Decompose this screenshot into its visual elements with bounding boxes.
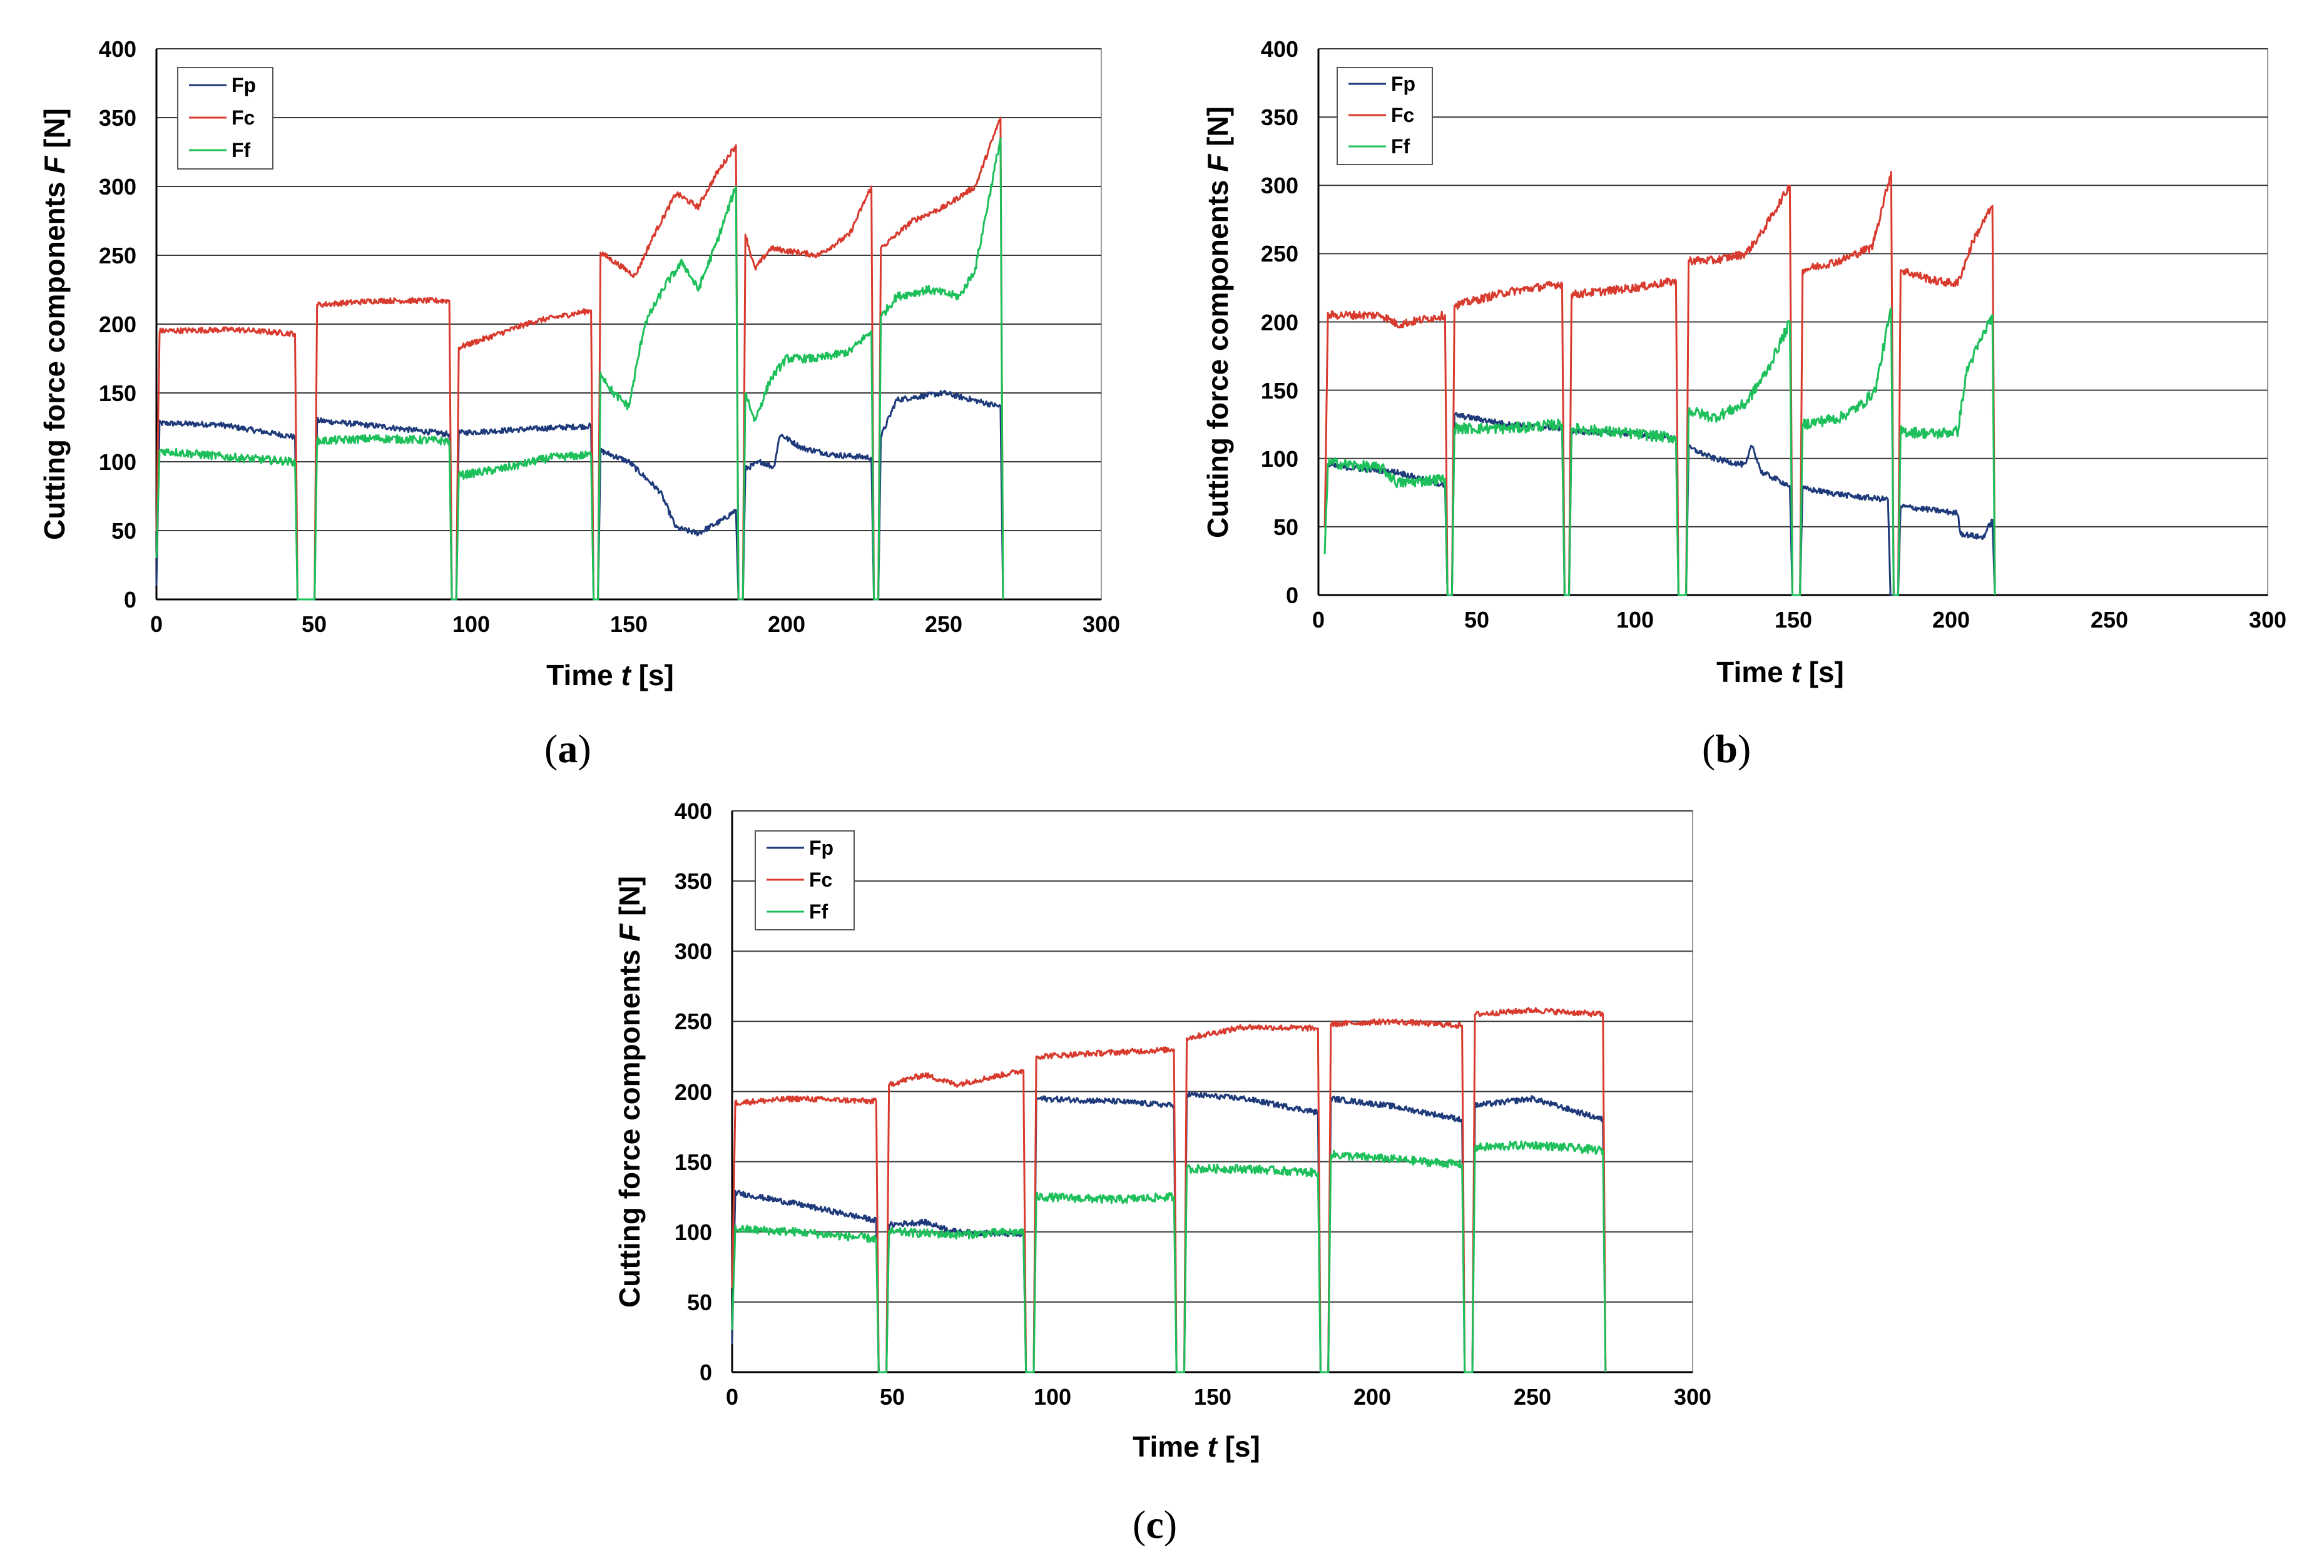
y-tick-labels: 0 50 100 150 200 250 300 350 400 xyxy=(1261,36,1298,608)
series-group xyxy=(155,116,1004,601)
x-tick-label: 200 xyxy=(1932,607,1970,633)
y-tick-label: 250 xyxy=(675,1009,712,1034)
series-line-ff xyxy=(731,1140,1607,1373)
legend-label-fp: Fp xyxy=(1391,73,1415,95)
y-tick-label: 200 xyxy=(1261,310,1298,335)
series-line-fp xyxy=(155,390,1004,601)
x-tick-label: 100 xyxy=(1034,1384,1071,1410)
x-tick-label: 200 xyxy=(768,611,805,637)
x-tick-label: 300 xyxy=(1083,611,1120,637)
x-tick-label: 50 xyxy=(302,611,327,637)
y-tick-label: 300 xyxy=(1261,173,1298,198)
y-tick-label: 50 xyxy=(1273,514,1298,540)
x-tick-label: 0 xyxy=(1312,607,1325,633)
legend: Fp Fc Ff xyxy=(1337,67,1433,165)
y-tick-label: 200 xyxy=(99,312,136,337)
series-line-fc xyxy=(1323,170,1996,596)
series-line-ff xyxy=(155,137,1004,601)
y-tick-labels: 0 50 100 150 200 250 300 350 400 xyxy=(99,36,136,613)
y-tick-label: 400 xyxy=(1261,36,1298,62)
y-tick-label: 0 xyxy=(1286,583,1298,608)
x-tick-label: 300 xyxy=(1674,1384,1711,1410)
x-tick-labels: 0 50 100 150 200 250 300 xyxy=(726,1384,1711,1410)
series-line-fc xyxy=(155,116,1004,601)
y-tick-labels: 0 50 100 150 200 250 300 350 400 xyxy=(675,798,712,1385)
y-tick-label: 400 xyxy=(99,36,136,62)
y-axis-title: Cutting force components F [N] xyxy=(38,108,71,540)
legend-label-ff: Ff xyxy=(1391,135,1410,158)
y-tick-label: 150 xyxy=(99,380,136,406)
y-tick-label: 350 xyxy=(675,868,712,894)
legend-label-ff: Ff xyxy=(809,900,828,923)
legend-label-fc: Fc xyxy=(1391,104,1414,126)
x-tick-label: 250 xyxy=(2091,607,2128,633)
x-tick-label: 100 xyxy=(1616,607,1654,633)
x-tick-labels: 0 50 100 150 200 250 300 xyxy=(150,611,1120,637)
y-tick-label: 300 xyxy=(99,174,136,200)
series-line-fc xyxy=(731,1007,1607,1373)
x-axis-title: Time t [s] xyxy=(1716,656,1844,688)
x-axis-title: Time t [s] xyxy=(546,659,674,691)
y-tick-label: 350 xyxy=(1261,104,1298,130)
x-tick-label: 50 xyxy=(880,1384,905,1410)
panel-c: 0 50 100 150 200 250 300 350 400 0 50 10… xyxy=(613,798,1711,1463)
grid-lines xyxy=(1318,48,2268,527)
y-tick-label: 250 xyxy=(99,243,136,268)
x-tick-label: 250 xyxy=(1514,1384,1551,1410)
legend: Fp Fc Ff xyxy=(755,830,855,930)
x-tick-label: 100 xyxy=(452,611,490,637)
panel-a: 0 50 100 150 200 250 300 350 400 0 50 10… xyxy=(38,36,1120,691)
x-tick-label: 0 xyxy=(150,611,163,637)
y-tick-label: 400 xyxy=(675,798,712,824)
x-tick-label: 300 xyxy=(2249,607,2286,633)
x-tick-label: 150 xyxy=(1775,607,1812,633)
caption-c: (c) xyxy=(1133,1502,1178,1547)
y-tick-label: 0 xyxy=(124,587,136,613)
x-tick-labels: 0 50 100 150 200 250 300 xyxy=(1312,607,2286,633)
series-group xyxy=(1323,170,1996,596)
x-tick-label: 200 xyxy=(1353,1384,1391,1410)
x-tick-label: 0 xyxy=(726,1384,738,1410)
y-tick-label: 50 xyxy=(687,1290,712,1315)
x-tick-label: 150 xyxy=(610,611,648,637)
y-axis-title: Cutting force components F [N] xyxy=(1201,106,1234,538)
panel-b: 0 50 100 150 200 250 300 350 400 0 50 10… xyxy=(1201,36,2286,688)
y-tick-label: 150 xyxy=(675,1149,712,1175)
y-tick-label: 250 xyxy=(1261,241,1298,267)
series-line-ff xyxy=(1323,307,1996,596)
y-axis-title: Cutting force components F [N] xyxy=(613,876,646,1308)
x-tick-label: 250 xyxy=(925,611,962,637)
x-axis-title: Time t [s] xyxy=(1133,1430,1260,1463)
y-tick-label: 300 xyxy=(675,939,712,964)
y-tick-label: 100 xyxy=(1261,446,1298,472)
y-tick-label: 100 xyxy=(99,449,136,475)
legend-label-fc: Fc xyxy=(232,106,255,129)
y-tick-label: 0 xyxy=(700,1360,712,1385)
x-tick-label: 150 xyxy=(1194,1384,1231,1410)
legend-label-fp: Fp xyxy=(809,837,833,859)
y-tick-label: 150 xyxy=(1261,378,1298,404)
x-tick-label: 50 xyxy=(1464,607,1489,633)
grid-lines xyxy=(156,48,1101,531)
y-tick-label: 200 xyxy=(675,1079,712,1105)
caption-b: (b) xyxy=(1702,726,1751,771)
y-tick-label: 350 xyxy=(99,105,136,131)
grid-lines xyxy=(732,810,1693,1303)
y-tick-label: 50 xyxy=(111,518,136,544)
legend-label-fp: Fp xyxy=(232,74,256,96)
series-line-fp xyxy=(731,1091,1607,1373)
caption-a: (a) xyxy=(544,726,591,771)
y-tick-label: 100 xyxy=(675,1219,712,1245)
legend: Fp Fc Ff xyxy=(177,67,273,170)
legend-label-ff: Ff xyxy=(232,139,251,161)
series-group xyxy=(731,1007,1607,1373)
legend-label-fc: Fc xyxy=(809,868,832,891)
